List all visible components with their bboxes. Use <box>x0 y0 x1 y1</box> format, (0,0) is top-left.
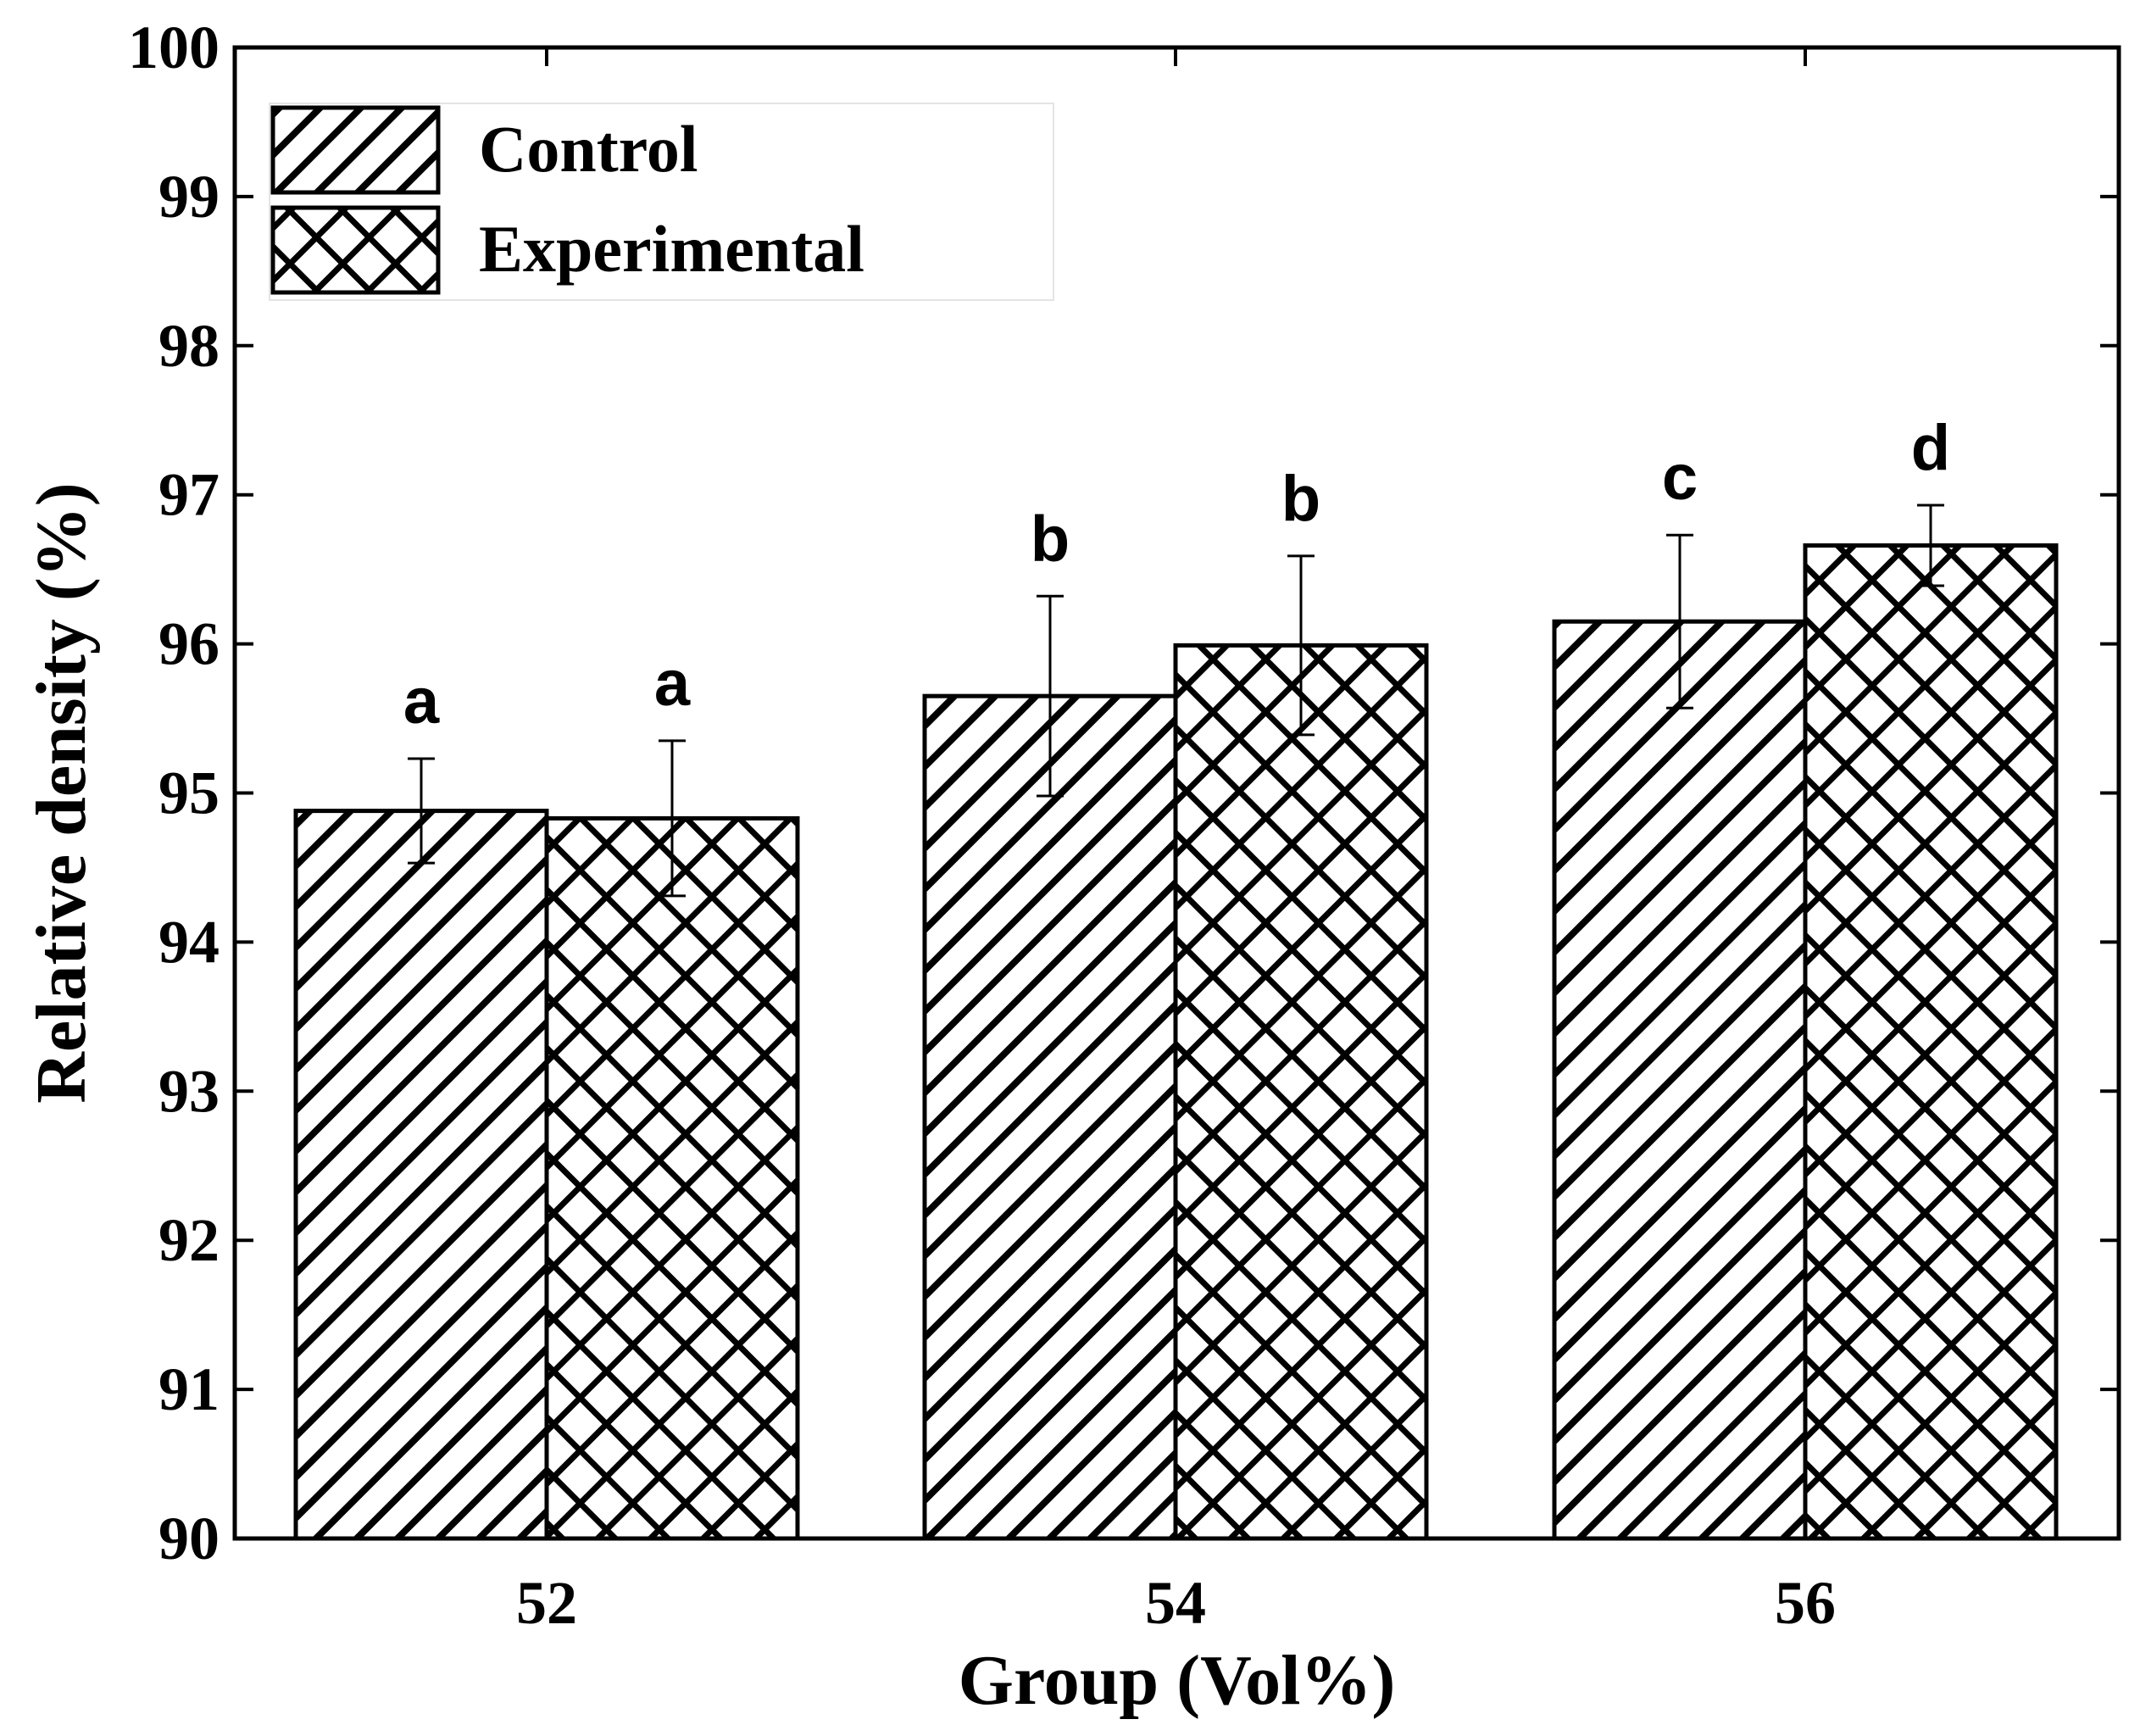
bar-experimental-52 <box>544 815 800 1541</box>
legend-label-experimental: Experimental <box>479 212 864 286</box>
significance-label: d <box>1911 412 1950 484</box>
significance-label: a <box>403 665 440 737</box>
bar-experimental-56 <box>1803 543 2059 1541</box>
y-axis-title: Relative density (%) <box>22 482 101 1104</box>
y-tick-label: 99 <box>158 163 220 231</box>
x-tick-label: 52 <box>516 1569 577 1637</box>
y-tick-label: 94 <box>158 908 220 976</box>
legend-label-control: Control <box>479 112 698 186</box>
y-tick-label: 90 <box>158 1505 220 1572</box>
significance-label: b <box>1281 463 1320 535</box>
bar-control-52 <box>293 809 549 1541</box>
bar-control-54 <box>922 693 1178 1541</box>
legend-swatch-experimental <box>270 205 441 295</box>
y-tick-label: 100 <box>128 14 220 81</box>
y-tick-label: 98 <box>158 312 220 380</box>
bar-control-56 <box>1552 619 1808 1541</box>
x-tick-label: 56 <box>1775 1569 1836 1637</box>
significance-label: a <box>654 648 691 720</box>
y-tick-label: 93 <box>158 1057 220 1125</box>
y-tick-label: 92 <box>158 1206 220 1274</box>
y-tick-label: 95 <box>158 760 220 827</box>
significance-label: c <box>1662 442 1698 514</box>
legend-swatch-control <box>270 105 441 195</box>
significance-label: b <box>1031 503 1070 575</box>
x-tick-label: 54 <box>1145 1569 1206 1637</box>
y-tick-label: 96 <box>158 610 220 678</box>
y-tick-label: 97 <box>158 461 220 529</box>
bar-experimental-54 <box>1173 643 1429 1541</box>
y-tick-label: 91 <box>158 1355 220 1423</box>
x-axis-title: Group (Vol%) <box>959 1641 1396 1720</box>
